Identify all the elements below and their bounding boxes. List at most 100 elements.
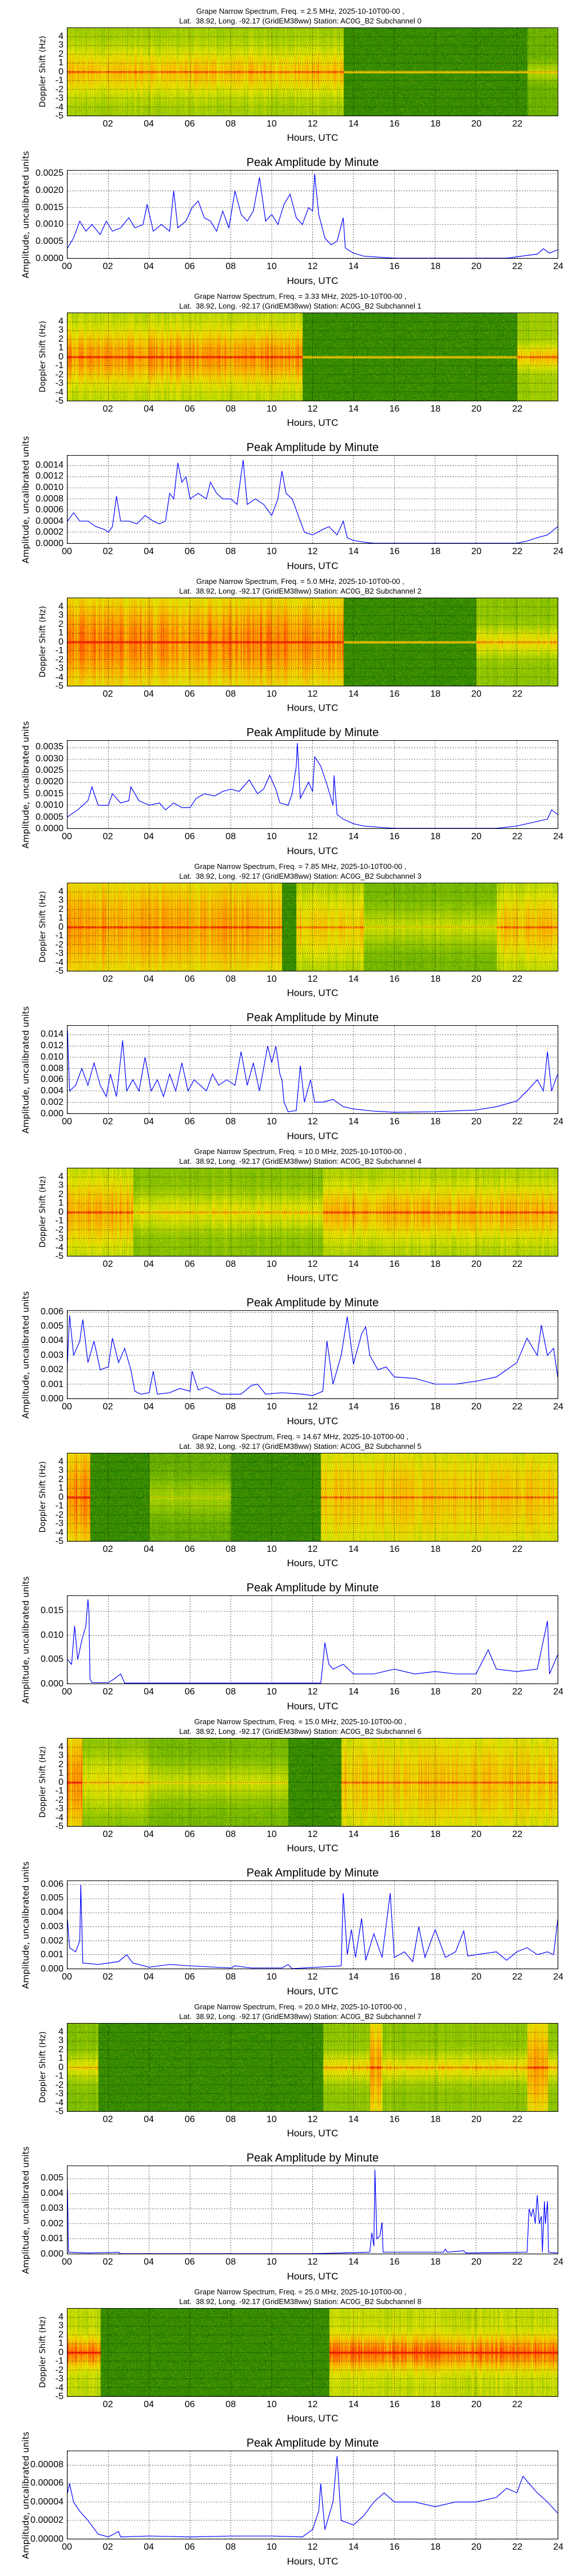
spectrogram-ytick-label: 4 — [58, 2026, 63, 2037]
amplitude-series-line — [67, 1884, 558, 1969]
amplitude-ytick-label: 0.000 — [40, 1679, 63, 1689]
spectrogram-xtick-label: 04 — [144, 2115, 154, 2124]
amplitude-xtick-label: 18 — [430, 1402, 441, 1412]
spectrogram-title-line2: Lat. 38.92, Long. -92.17 (GridEM38ww) St… — [179, 17, 422, 25]
amplitude-plot — [67, 2166, 558, 2254]
amplitude-ytick-label: 0.005 — [40, 2173, 63, 2183]
spectrogram-ytick-label: 0 — [58, 637, 63, 647]
spectrogram-xtick-label: 22 — [512, 974, 523, 984]
spectrogram-xtick-label: 02 — [102, 1544, 113, 1554]
amplitude-xtick-label: 14 — [348, 832, 359, 841]
spectrogram-xtick-label: 08 — [225, 1259, 236, 1269]
amplitude-xtick-label: 20 — [471, 1402, 482, 1412]
spectrogram-xtick-label: 22 — [512, 1544, 523, 1554]
amplitude-ytick-label: 0.0008 — [35, 493, 63, 504]
spectrogram-xtick-label: 22 — [512, 1830, 523, 1839]
spectrogram-xtick-label: 02 — [102, 689, 113, 699]
amplitude-series-line — [67, 1030, 558, 1113]
spectrogram-xtick-label: 10 — [267, 1259, 277, 1269]
spectrogram-ytick-label: 0 — [58, 351, 63, 362]
spectrogram-grid — [67, 1739, 558, 1826]
amplitude-ytick-label: 0.003 — [40, 1921, 63, 1931]
spectrogram-title-line1: Grape Narrow Spectrum, Freq. = 25.0 MHz,… — [194, 2287, 407, 2296]
amplitude-plot — [67, 455, 558, 544]
spectrogram-xtick-label: 20 — [471, 2400, 482, 2409]
amplitude-xtick-label: 22 — [512, 262, 523, 271]
amplitude-xtick-label: 12 — [307, 262, 318, 271]
amplitude-xtick-label: 20 — [471, 2257, 482, 2267]
spectrogram-ytick-label: 0 — [58, 1207, 63, 1217]
amplitude-ytick-label: 0.0010 — [35, 800, 63, 811]
spectrogram-ytick-label: -5 — [55, 111, 63, 121]
amplitude-ylabel: Amplitude, uncalibrated units — [21, 1576, 31, 1704]
amplitude-xtick-label: 22 — [512, 1402, 523, 1412]
spectrogram-title-line2: Lat. 38.92, Long. -92.17 (GridEM38ww) St… — [179, 1157, 422, 1165]
spectrogram-xtick-label: 02 — [102, 1259, 113, 1269]
amplitude-xtick-label: 10 — [267, 832, 277, 841]
spectrogram-xtick-label: 16 — [389, 2400, 400, 2409]
amplitude-xtick-label: 00 — [62, 2542, 72, 2552]
amplitude-ytick-label: 0.002 — [40, 2218, 63, 2229]
amplitude-xtick-label: 14 — [348, 1117, 359, 1127]
amplitude-xlabel: Hours, UTC — [287, 1131, 339, 1141]
spectrogram-heatmap — [67, 2309, 558, 2396]
amplitude-xtick-label: 10 — [267, 2542, 277, 2552]
spectrogram-ytick-label: -3 — [55, 663, 63, 673]
amplitude-ytick-label: 0.0035 — [35, 742, 63, 752]
amplitude-xtick-label: 00 — [62, 262, 72, 271]
spectrogram-ylabel: Doppler Shift (Hz) — [38, 1461, 47, 1533]
spectrogram-grid — [67, 598, 558, 686]
amplitude-ytick-label: 0.003 — [40, 1350, 63, 1360]
spectrogram-ytick-label: 0 — [58, 66, 63, 77]
amplitude-xtick-label: 02 — [102, 1402, 113, 1412]
spectrogram-ytick-label: 0 — [58, 2347, 63, 2357]
amplitude-xtick-label: 02 — [102, 1972, 113, 1982]
spectrogram-ytick-label: -5 — [55, 966, 63, 976]
spectrogram-xtick-label: 20 — [471, 404, 482, 414]
spectrogram-ytick-label: -5 — [55, 1536, 63, 1546]
spectrogram-ytick-label: -2 — [55, 939, 63, 950]
amplitude-xtick-label: 22 — [512, 547, 523, 556]
spectrogram-ylabel: Doppler Shift (Hz) — [38, 606, 47, 678]
amplitude-xtick-label: 22 — [512, 832, 523, 841]
spectrogram-xtick-label: 18 — [430, 1259, 441, 1269]
amplitude-ytick-label: 0.0010 — [35, 482, 63, 492]
spectrogram-ytick-label: -4 — [55, 957, 63, 967]
spectrogram-ytick-label: 4 — [58, 316, 63, 326]
spectrogram-xtick-label: 04 — [144, 689, 154, 699]
amplitude-xtick-label: 00 — [62, 1972, 72, 1982]
spectrogram-grid — [67, 1453, 558, 1541]
spectrogram-plot — [67, 313, 558, 401]
amplitude-xtick-label: 04 — [144, 262, 154, 271]
spectrogram-ytick-label: 2 — [58, 619, 63, 629]
amplitude-ytick-label: 0.004 — [40, 1907, 63, 1918]
amplitude-xtick-label: 16 — [389, 1402, 400, 1412]
spectrogram-ytick-label: 1 — [58, 1768, 63, 1778]
spectrogram-xtick-label: 08 — [225, 1830, 236, 1839]
amplitude-plot — [67, 170, 558, 259]
spectrogram-xtick-label: 22 — [512, 2115, 523, 2124]
spectrogram-ytick-label: 4 — [58, 886, 63, 896]
spectrogram-ylabel: Doppler Shift (Hz) — [38, 2316, 47, 2388]
spectrogram-ytick-label: -3 — [55, 949, 63, 958]
amplitude-xtick-label: 14 — [348, 1687, 359, 1697]
spectrogram-ytick-label: -2 — [55, 2365, 63, 2375]
amplitude-xtick-label: 02 — [102, 547, 113, 556]
spectrogram-xtick-label: 08 — [225, 119, 236, 129]
spectrogram-ytick-label: 2 — [58, 1759, 63, 1769]
amplitude-ytick-label: 0.0006 — [35, 505, 63, 515]
amplitude-xtick-label: 06 — [184, 1402, 195, 1412]
spectrogram-xtick-label: 12 — [307, 2400, 318, 2409]
spectrogram-ylabel: Doppler Shift (Hz) — [38, 891, 47, 963]
spectrogram-grid — [67, 313, 558, 401]
spectrogram-ytick-label: -4 — [55, 672, 63, 682]
amplitude-xtick-label: 12 — [307, 1117, 318, 1127]
amplitude-ytick-label: 0.0015 — [35, 788, 63, 799]
spectrogram-ytick-label: -5 — [55, 2392, 63, 2401]
amplitude-xtick-label: 08 — [225, 1687, 236, 1697]
spectrogram-xtick-label: 06 — [184, 1830, 195, 1839]
spectrogram-ytick-label: -5 — [55, 1251, 63, 1261]
amplitude-plot — [67, 1595, 558, 1684]
amplitude-title: Peak Amplitude by Minute — [246, 1867, 379, 1879]
spectrogram-xtick-label: 08 — [225, 2400, 236, 2409]
